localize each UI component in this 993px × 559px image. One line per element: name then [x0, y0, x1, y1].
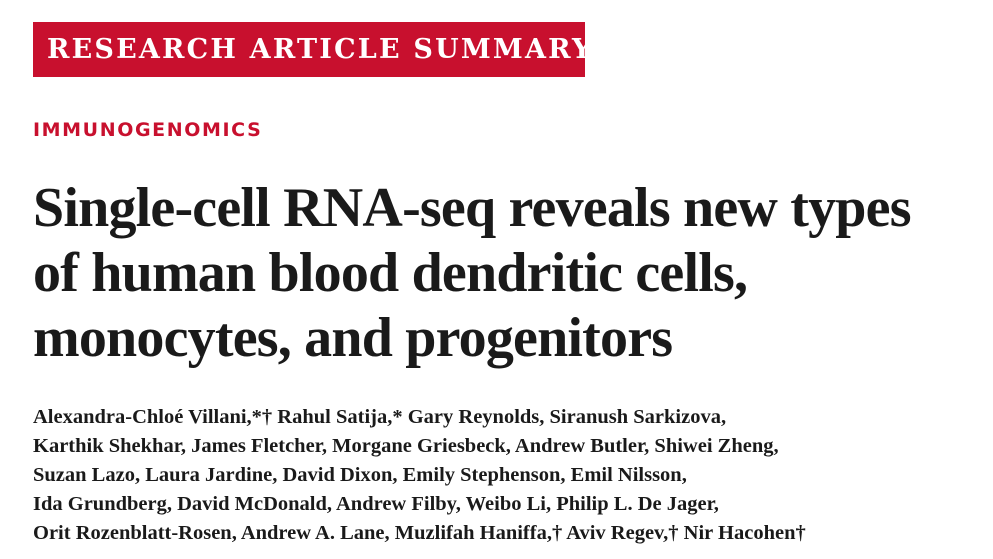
author-list: Alexandra-Chloé Villani,*† Rahul Satija,…: [33, 403, 988, 548]
article-type-banner: RESEARCH ARTICLE SUMMARY: [33, 22, 591, 77]
author-line: Karthik Shekhar, James Fletcher, Morgane…: [33, 435, 779, 457]
author-line: Orit Rozenblatt-Rosen, Andrew A. Lane, M…: [33, 522, 806, 544]
title-line: monocytes, and progenitors: [33, 307, 673, 369]
author-line: Alexandra-Chloé Villani,*† Rahul Satija,…: [33, 406, 727, 428]
title-line: of human blood dendritic cells,: [33, 242, 748, 304]
author-line: Suzan Lazo, Laura Jardine, David Dixon, …: [33, 464, 687, 486]
author-line: Ida Grundberg, David McDonald, Andrew Fi…: [33, 493, 719, 515]
section-label: IMMUNOGENOMICS: [33, 119, 263, 141]
title-line: Single-cell RNA-seq reveals new types: [33, 177, 912, 239]
article-title: Single-cell RNA-seq reveals new types of…: [33, 176, 988, 371]
